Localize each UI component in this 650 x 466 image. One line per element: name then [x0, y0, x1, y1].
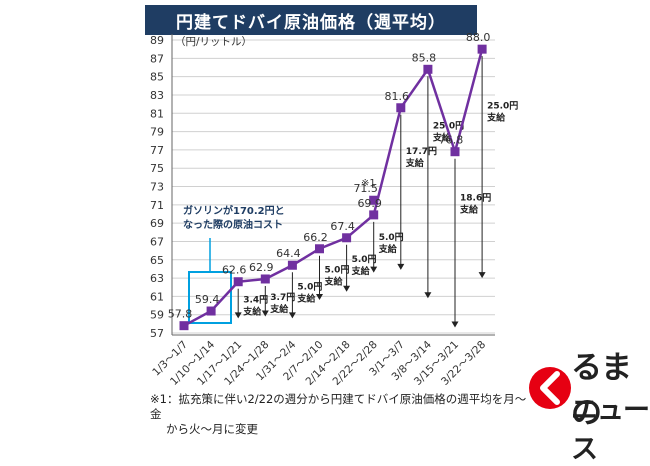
data-label: 76.8 [439, 134, 464, 147]
subsidy-arrows: 3.4円支給3.7円支給5.0円支給5.0円支給5.0円支給5.0円支給17.7… [234, 56, 518, 328]
subsidy-amount: 18.6円 [460, 192, 491, 203]
data-point [342, 233, 352, 243]
data-point [233, 277, 243, 287]
subsidy-arrow-head [424, 292, 432, 299]
kurumanonews-logo: るまの ニュース [527, 342, 650, 465]
data-label: 88.0 [466, 31, 491, 44]
data-label-extra: 71.5 [353, 182, 378, 195]
y-tick-label: 75 [150, 162, 164, 175]
subsidy-word: 支給 [486, 112, 506, 124]
data-label: 66.2 [303, 231, 328, 244]
data-point [206, 306, 216, 316]
y-tick-label: 81 [150, 107, 164, 120]
data-point [315, 244, 324, 254]
data-point [260, 274, 270, 284]
logo-text-bottom: ニュース [571, 395, 650, 465]
subsidy-word: 支給 [269, 303, 289, 315]
data-label: 59.4 [195, 293, 220, 306]
data-point-extra [369, 195, 379, 205]
callout-line-2: なった際の原油コスト [183, 218, 283, 231]
logo-icon [529, 367, 571, 409]
data-point [450, 147, 460, 157]
subsidy-amount: 5.0円 [352, 254, 377, 265]
subsidy-arrow-head [261, 310, 269, 317]
data-label: 81.6 [385, 90, 410, 103]
data-label: 62.6 [222, 264, 247, 277]
subsidy-amount: 3.4円 [243, 295, 268, 306]
subsidy-word: 支給 [242, 306, 262, 318]
y-tick-label: 65 [150, 254, 164, 267]
footnote-marker: ※1 [361, 178, 376, 189]
grid-layer [172, 39, 495, 334]
data-label: 67.4 [330, 220, 355, 233]
data-label: 62.9 [249, 261, 274, 274]
data-point [179, 321, 189, 331]
subsidy-word: 支給 [459, 203, 479, 215]
subsidy-arrow-head [234, 312, 242, 319]
y-tick-label: 79 [150, 126, 164, 139]
y-tick-label: 85 [150, 71, 164, 84]
subsidy-amount: 3.7円 [270, 292, 295, 303]
subsidy-arrow-head [478, 272, 486, 279]
callout-line-1: ガソリンが170.2円と [183, 204, 285, 217]
y-tick-label: 57 [150, 327, 164, 340]
subsidy-word: 支給 [296, 292, 316, 304]
data-point [396, 103, 406, 113]
data-point [423, 64, 433, 74]
line-chart: 57596163656769717375777981838587891/3～1/… [150, 31, 518, 388]
subsidy-arrow-head [397, 263, 405, 270]
series-line [179, 44, 487, 331]
subsidy-word: 支給 [324, 276, 344, 288]
footnote-line-1: ※1：拡充策に伴い2/22の週分から円建てドバイ原油価格の週平均を月～金 [150, 392, 527, 421]
data-label: 64.4 [276, 247, 301, 260]
subsidy-amount: 25.0円 [433, 121, 464, 132]
subsidy-arrow-head [316, 294, 323, 301]
y-tick-label: 77 [150, 144, 164, 157]
subsidy-arrow-head [370, 266, 378, 273]
y-tick-label: 87 [150, 52, 164, 65]
logo-text-top: るまの [571, 350, 632, 431]
chart-title: 円建てドバイ原油価格（週平均） [145, 5, 477, 35]
data-point [477, 44, 487, 54]
subsidy-word: 支給 [351, 265, 371, 277]
y-tick-label: 69 [150, 217, 164, 230]
y-tick-label: 73 [150, 181, 164, 194]
y-tick-label: 67 [150, 235, 164, 248]
subsidy-word: 支給 [432, 132, 452, 144]
value-labels: 57.859.4 62.6 62.964.466.267.469.9 81.6 85.8… [168, 31, 491, 321]
series-line-path [183, 48, 484, 327]
unit-label: （円/リットル） [175, 36, 252, 48]
subsidy-amount: 5.0円 [379, 232, 404, 243]
y-tick-label: 83 [150, 89, 164, 102]
footnote: ※1：拡充策に伴い2/22の週分から円建てドバイ原油価格の週平均を月～金 から火… [150, 392, 530, 437]
data-label: 57.8 [168, 308, 193, 321]
y-tick-label: 59 [150, 309, 164, 322]
subsidy-word: 支給 [378, 243, 398, 255]
subsidy-arrow-head [451, 321, 459, 328]
y-tick-label: 89 [150, 34, 164, 47]
subsidy-amount: 5.0円 [325, 265, 350, 276]
subsidy-arrow-head [343, 285, 351, 292]
data-label: 69.9 [357, 197, 382, 210]
subsidy-amount: 5.0円 [297, 281, 322, 292]
y-tick-label: 63 [150, 272, 164, 285]
data-label: 85.8 [412, 51, 437, 64]
callout-layer: ガソリンが170.2円と なった際の原油コスト [183, 204, 285, 324]
subsidy-amount: 17.7円 [406, 146, 437, 157]
y-tick-label: 61 [150, 290, 164, 303]
subsidy-amount: 25.0円 [487, 101, 518, 112]
subsidy-word: 支給 [405, 157, 425, 169]
data-point [287, 260, 297, 270]
footnote-line-2: から火～月に変更 [166, 422, 258, 436]
subsidy-arrow-head [288, 312, 296, 319]
y-tick-label: 71 [150, 199, 164, 212]
data-point [369, 210, 379, 220]
